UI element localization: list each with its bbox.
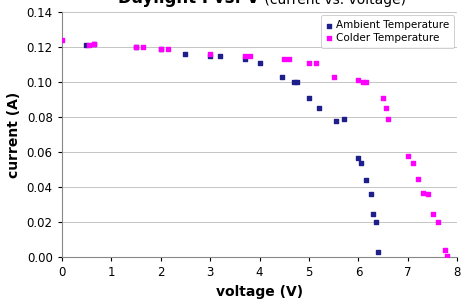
Ambient Temperature [362,178,370,183]
Colder Temperature [132,45,139,50]
Colder Temperature [313,60,320,65]
Colder Temperature [384,117,392,121]
Ambient Temperature [340,117,347,121]
Colder Temperature [85,43,93,48]
Ambient Temperature [278,74,285,79]
X-axis label: voltage (V): voltage (V) [216,285,303,299]
Colder Temperature [382,106,389,111]
Colder Temperature [429,211,436,216]
Ambient Temperature [132,45,139,50]
Colder Temperature [58,38,66,43]
Colder Temperature [241,53,249,58]
Ambient Temperature [305,95,313,100]
Ambient Temperature [293,80,300,84]
Colder Temperature [90,41,97,46]
Colder Temperature [434,220,441,225]
Colder Temperature [139,45,147,50]
Colder Temperature [330,74,337,79]
Y-axis label: current (A): current (A) [7,91,21,178]
Ambient Temperature [90,41,97,46]
Ambient Temperature [216,53,224,58]
Colder Temperature [419,190,426,195]
Colder Temperature [409,160,417,165]
Ambient Temperature [241,57,249,62]
Ambient Temperature [256,60,263,65]
Ambient Temperature [332,118,340,123]
Colder Temperature [444,253,451,258]
Colder Temperature [157,46,164,51]
Ambient Temperature [372,220,380,225]
Colder Temperature [380,95,387,100]
Colder Temperature [362,80,370,84]
Ambient Temperature [182,52,189,57]
Colder Temperature [164,46,172,51]
Ambient Temperature [83,43,90,48]
Ambient Temperature [290,80,298,84]
Ambient Temperature [357,160,365,165]
Colder Temperature [355,78,362,83]
Colder Temperature [305,60,313,65]
Ambient Temperature [355,155,362,160]
Ambient Temperature [367,192,374,197]
Colder Temperature [285,57,293,62]
Text: (current vs. voltage): (current vs. voltage) [260,0,405,7]
Legend: Ambient Temperature, Colder Temperature: Ambient Temperature, Colder Temperature [321,15,454,48]
Colder Temperature [359,80,367,84]
Ambient Temperature [315,106,322,111]
Colder Temperature [246,53,253,58]
Colder Temperature [404,153,412,158]
Text: Daylight I vs. V: Daylight I vs. V [118,0,260,7]
Colder Temperature [424,192,431,197]
Ambient Temperature [206,53,214,58]
Colder Temperature [206,52,214,57]
Ambient Temperature [157,46,164,51]
Ambient Temperature [374,250,382,255]
Ambient Temperature [370,211,377,216]
Colder Temperature [280,57,288,62]
Colder Temperature [414,176,422,181]
Colder Temperature [441,248,449,253]
